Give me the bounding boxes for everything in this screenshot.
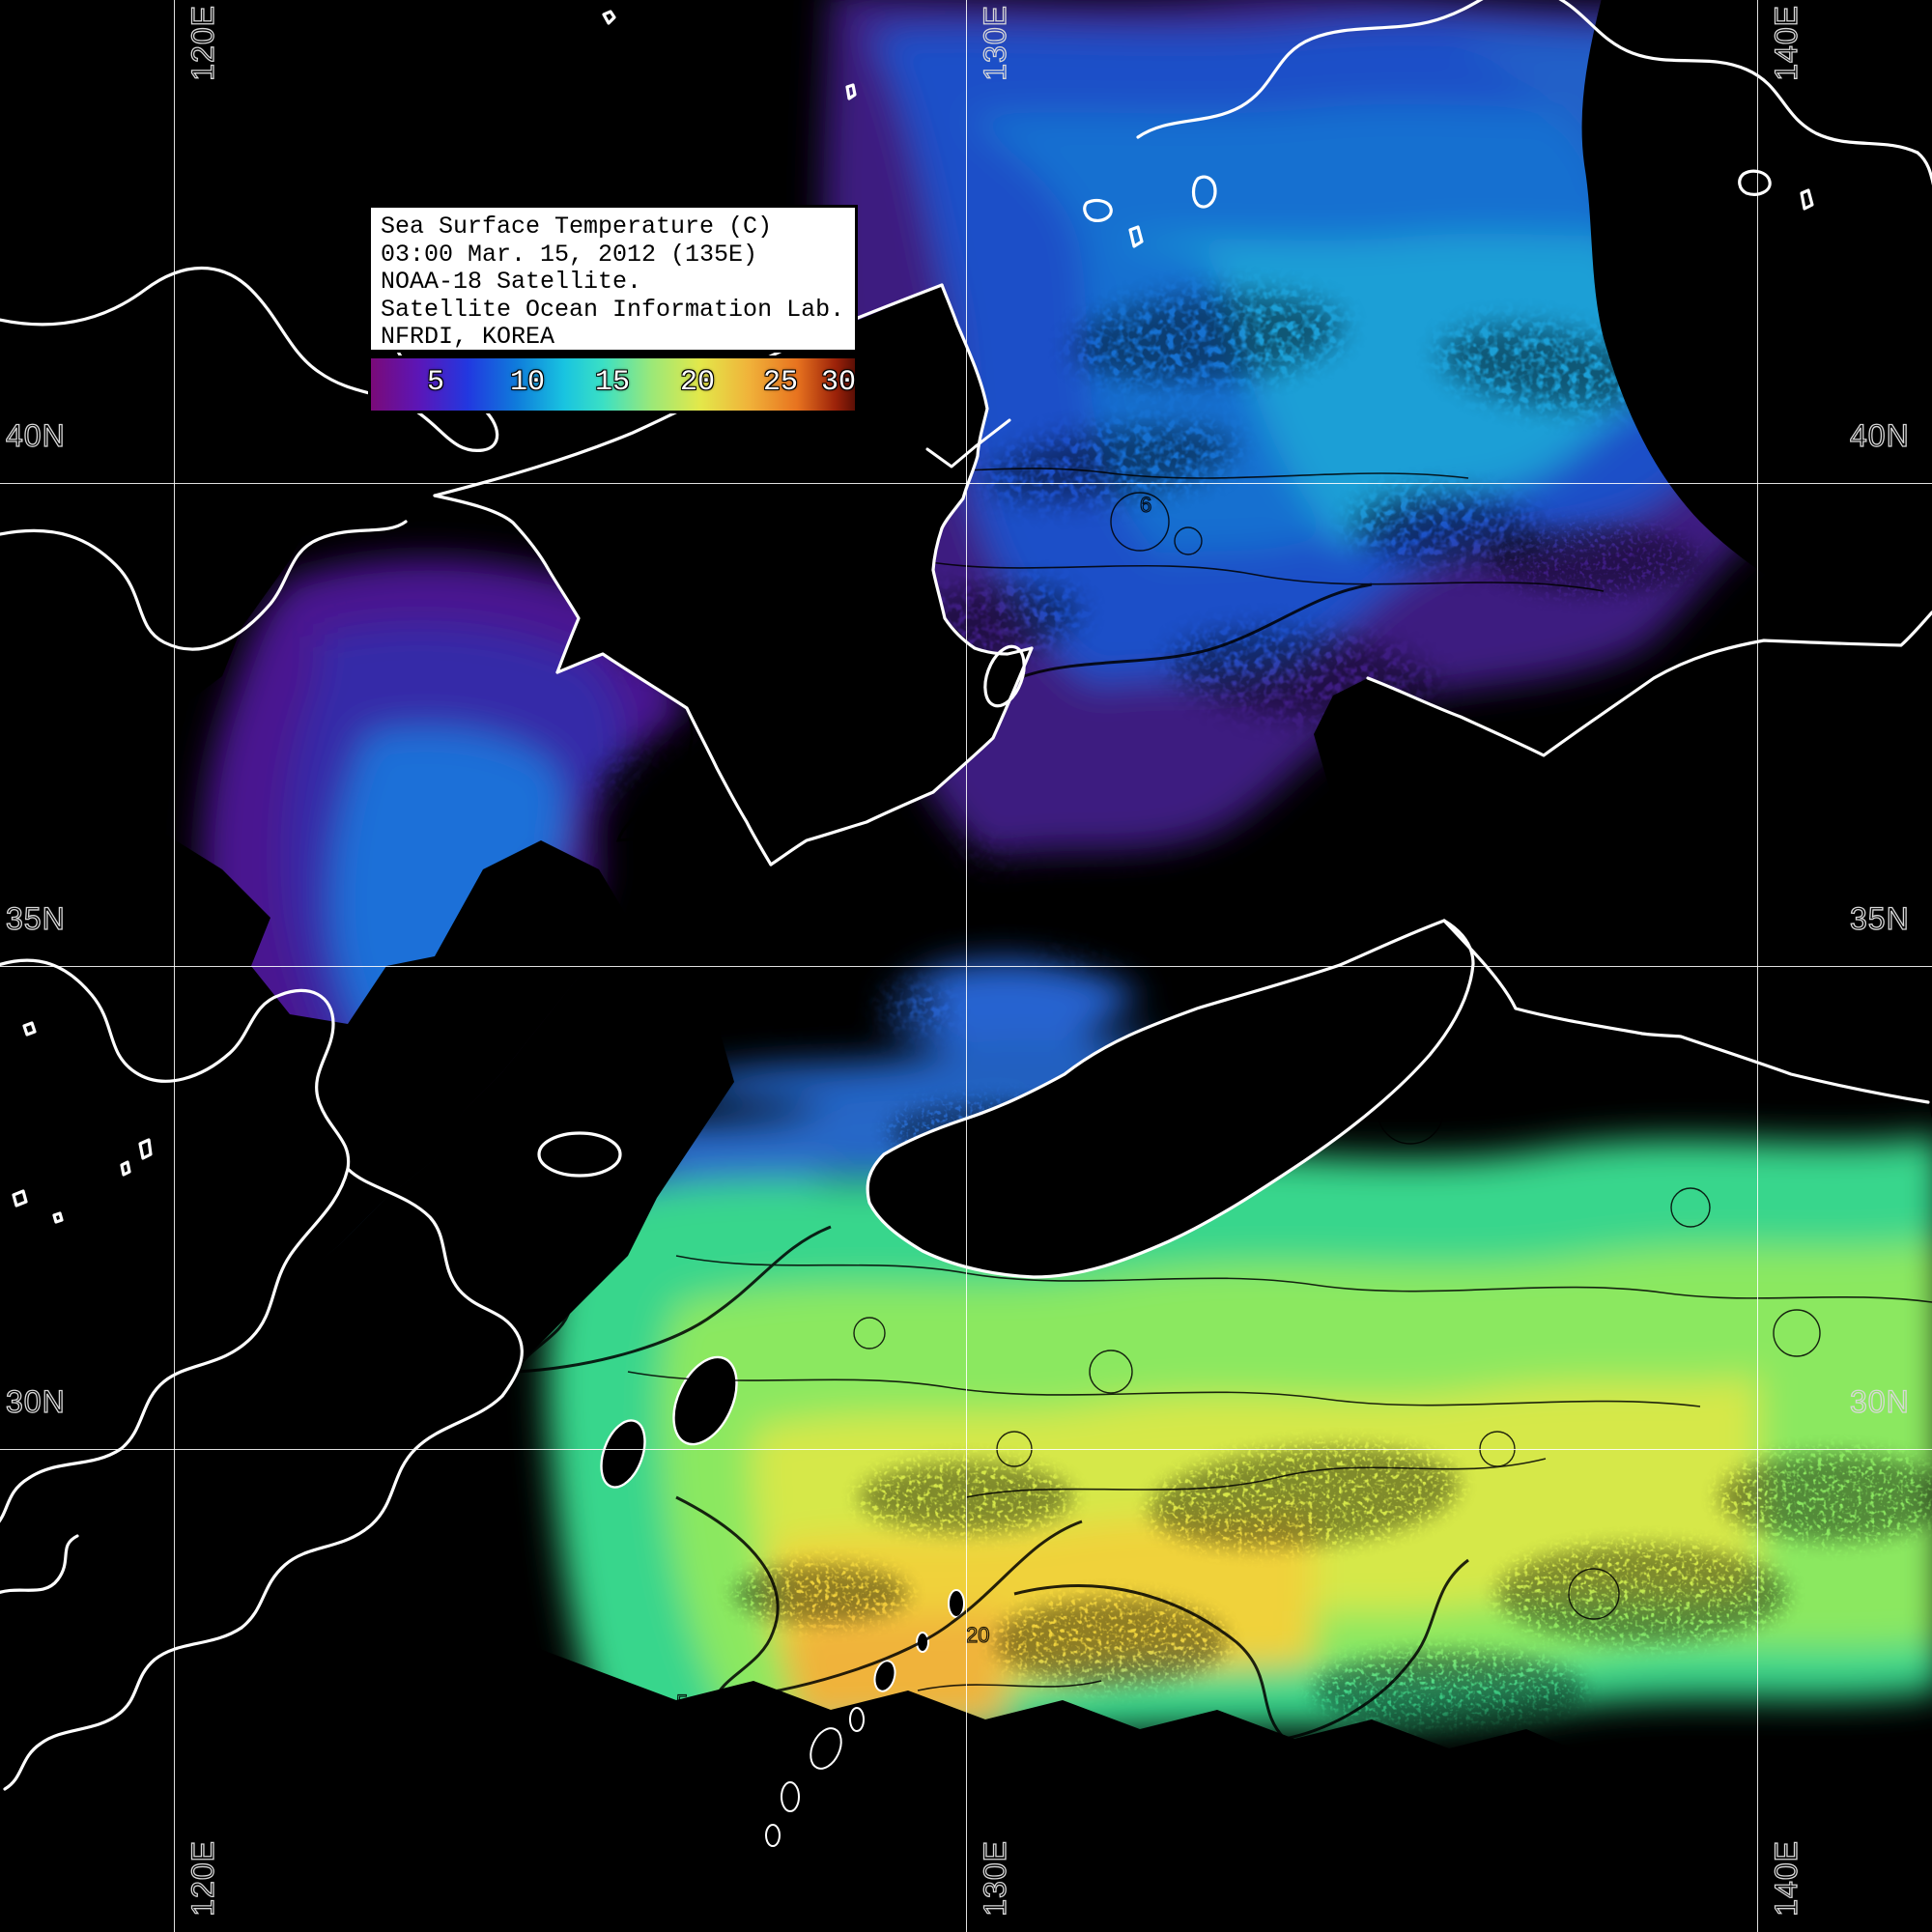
svg-text:5: 5 (676, 1690, 688, 1715)
svg-text:6: 6 (1140, 493, 1151, 517)
svg-text:20: 20 (966, 1623, 989, 1647)
